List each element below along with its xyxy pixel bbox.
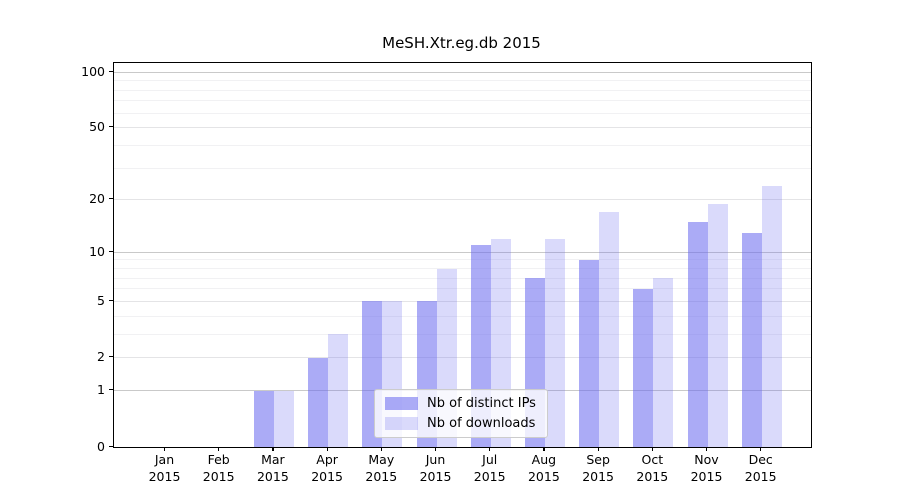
x-tick-label-jan: Jan 2015 (148, 452, 181, 484)
x-tick-mark-may (380, 447, 382, 451)
chart-title: MeSH.Xtr.eg.db 2015 (382, 34, 541, 52)
x-tick-label-nov: Nov 2015 (690, 452, 723, 484)
x-tick-label-apr: Apr 2015 (311, 452, 343, 484)
y-tick-mark-100 (109, 70, 114, 72)
y-tick-label-50: 50 (89, 119, 105, 135)
x-tick-mark-mar (272, 447, 274, 451)
y-tick-mark-0 (109, 445, 114, 447)
bar-distinct-ips-mar (253, 390, 274, 447)
legend-label-downloads: Nb of downloads (427, 416, 536, 431)
gridline-mid-20 (114, 199, 811, 201)
y-tick-mark-2 (109, 356, 114, 358)
x-tick-mark-dec (760, 447, 762, 451)
gridline-minor-40 (114, 144, 811, 146)
legend-item-distinct-ips: Nb of distinct IPs (385, 396, 536, 411)
y-tick-label-2: 2 (97, 349, 105, 365)
x-tick-label-mar: Mar 2015 (256, 452, 289, 484)
gridline-minor-8 (114, 268, 811, 270)
y-tick-label-5: 5 (97, 292, 105, 308)
gridline-minor-80 (114, 89, 811, 91)
bar-distinct-ips-sep (579, 259, 600, 447)
x-tick-label-aug: Aug 2015 (527, 452, 560, 484)
x-tick-mark-apr (326, 447, 328, 451)
x-tick-label-jul: Jul 2015 (473, 452, 506, 484)
bar-downloads-mar (273, 390, 294, 447)
y-tick-label-10: 10 (89, 243, 105, 259)
gridline-minor-9 (114, 259, 811, 261)
y-tick-mark-10 (109, 250, 114, 252)
y-tick-label-100: 100 (81, 63, 105, 79)
bar-distinct-ips-nov (687, 221, 708, 447)
x-tick-label-may: May 2015 (365, 452, 398, 484)
gridline-major-10 (114, 251, 811, 253)
x-tick-label-dec: Dec 2015 (744, 452, 777, 484)
y-tick-label-1: 1 (97, 382, 105, 398)
gridline-minor-90 (114, 80, 811, 82)
gridline-minor-4 (114, 315, 811, 317)
gridline-minor-3 (114, 333, 811, 335)
gridline-mid-50 (114, 127, 811, 129)
gridline-minor-70 (114, 100, 811, 102)
y-tick-label-0: 0 (97, 438, 105, 454)
bar-distinct-ips-dec (741, 232, 762, 447)
x-tick-label-jun: Jun 2015 (419, 452, 452, 484)
x-tick-mark-jun (435, 447, 437, 451)
bar-downloads-apr (328, 334, 349, 447)
y-tick-mark-5 (109, 299, 114, 302)
legend: Nb of distinct IPs Nb of downloads (374, 389, 548, 438)
legend-label-distinct-ips: Nb of distinct IPs (427, 396, 536, 411)
legend-swatch-downloads-icon (385, 417, 418, 430)
bar-downloads-aug (544, 238, 565, 447)
x-tick-mark-jan (164, 447, 166, 451)
y-tick-mark-1 (109, 389, 114, 391)
bar-distinct-ips-apr (308, 357, 329, 447)
bar-downloads-sep (599, 212, 620, 447)
gridline-minor-60 (114, 112, 811, 114)
gridline-major-100 (114, 71, 811, 73)
x-tick-mark-sep (597, 447, 599, 451)
gridline-mid-2 (114, 357, 811, 359)
x-tick-mark-aug (543, 447, 545, 451)
x-tick-label-feb: Feb 2015 (202, 452, 235, 484)
y-tick-mark-50 (109, 126, 114, 128)
bar-downloads-nov (707, 203, 728, 447)
x-tick-mark-oct (651, 447, 653, 451)
gridline-minor-7 (114, 277, 811, 279)
bar-downloads-oct (653, 278, 674, 447)
x-tick-label-oct: Oct 2015 (636, 452, 669, 484)
y-tick-mark-20 (109, 198, 114, 200)
x-tick-mark-nov (706, 447, 708, 451)
plot-area: Nb of distinct IPs Nb of downloads (113, 62, 812, 448)
y-tick-label-20: 20 (89, 191, 105, 207)
gridline-minor-30 (114, 167, 811, 169)
gridline-minor-6 (114, 288, 811, 290)
bar-downloads-dec (761, 185, 782, 447)
x-tick-mark-jul (489, 447, 491, 451)
legend-swatch-distinct-ips-icon (385, 397, 418, 410)
legend-item-downloads: Nb of downloads (385, 416, 536, 431)
gridline-mid-5 (114, 300, 811, 302)
x-tick-label-sep: Sep 2015 (582, 452, 614, 484)
bar-distinct-ips-oct (633, 288, 654, 447)
x-tick-mark-feb (218, 447, 220, 451)
